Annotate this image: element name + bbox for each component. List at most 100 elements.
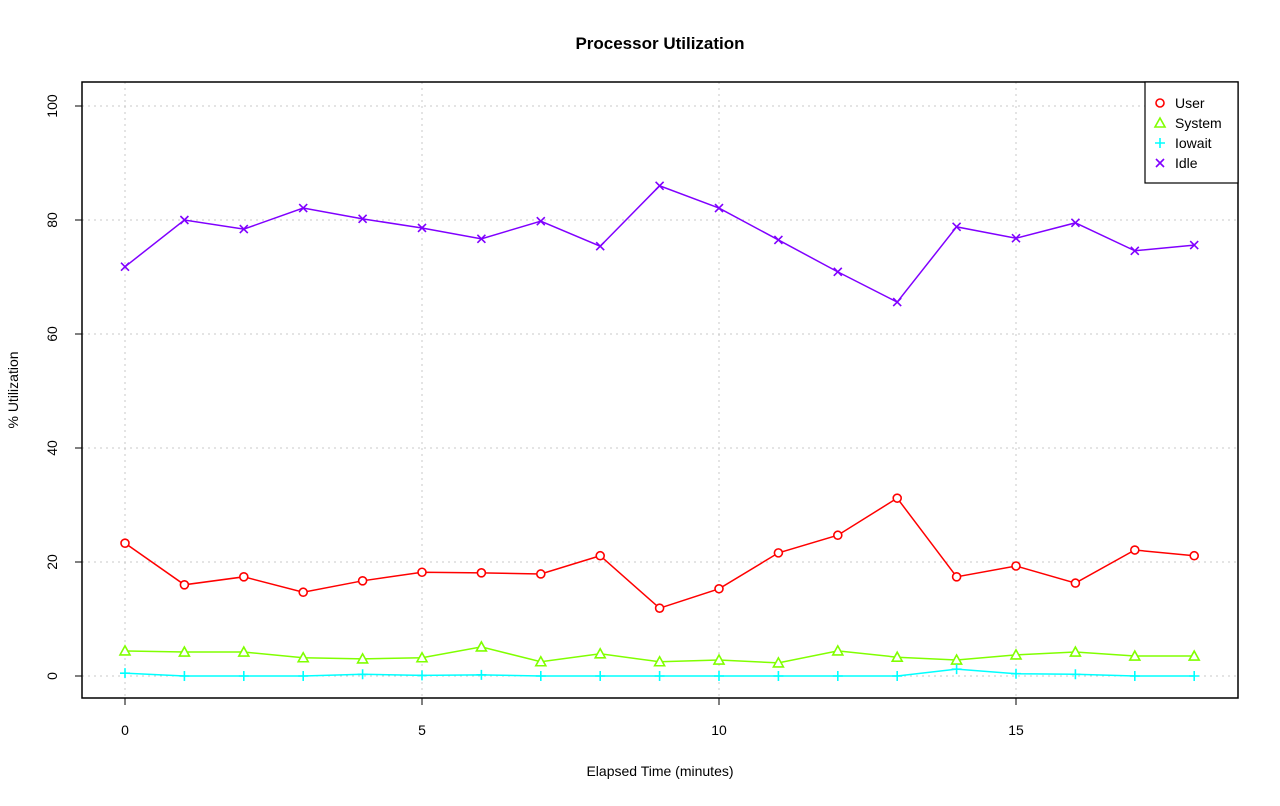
cross-marker <box>358 214 368 224</box>
cross-marker <box>1130 246 1140 256</box>
circle-marker <box>1130 545 1140 555</box>
cross-marker <box>1011 233 1021 243</box>
cross-marker <box>239 224 249 234</box>
circle-marker <box>892 493 903 503</box>
plus-marker <box>120 668 130 679</box>
circle-marker <box>476 568 487 578</box>
triangle-marker <box>653 655 666 667</box>
circle-marker <box>298 587 309 598</box>
circle-marker <box>357 576 368 586</box>
cross-marker <box>714 203 724 213</box>
plus-marker <box>1189 671 1200 681</box>
y-tick-label: 80 <box>44 212 60 228</box>
plus-marker <box>714 671 724 681</box>
triangle-marker <box>1153 116 1167 128</box>
series-user <box>120 493 1199 613</box>
triangle-marker <box>772 656 785 668</box>
plus-marker <box>476 669 487 680</box>
circle-marker <box>1070 578 1081 588</box>
x-axis-label: Elapsed Time (minutes) <box>586 763 733 779</box>
plus-marker <box>654 671 665 681</box>
triangle-marker <box>950 653 963 665</box>
circle-marker <box>654 603 665 613</box>
circle-marker <box>1189 550 1199 561</box>
cross-marker <box>179 215 189 225</box>
triangle-marker <box>1128 649 1142 661</box>
circle-marker <box>1011 561 1021 571</box>
triangle-marker <box>534 655 548 667</box>
triangle-marker <box>118 644 132 656</box>
plus-marker <box>298 671 309 681</box>
circle-marker <box>1155 98 1165 108</box>
plus-marker <box>595 671 606 681</box>
triangle-marker <box>712 653 726 665</box>
cross-marker <box>952 222 962 232</box>
circle-marker <box>714 583 724 594</box>
triangle-marker <box>831 644 845 656</box>
plus-marker <box>1011 668 1021 679</box>
triangle-marker <box>415 651 429 663</box>
plus-marker <box>179 671 190 681</box>
plus-marker <box>1155 138 1165 148</box>
triangle-marker <box>178 645 191 657</box>
circle-marker <box>239 572 249 582</box>
cross-marker <box>1070 218 1080 228</box>
cross-marker <box>476 234 486 244</box>
cross-marker <box>1155 158 1165 168</box>
x-tick-label: 10 <box>711 722 727 738</box>
plus-marker <box>238 671 249 681</box>
triangle-marker <box>1069 645 1082 657</box>
series-line-idle <box>124 184 1195 304</box>
triangle-marker <box>1009 648 1023 660</box>
triangle-marker <box>237 645 251 657</box>
triangle-marker <box>296 651 310 663</box>
x-tick-label: 0 <box>121 722 129 738</box>
plot-frame <box>81 81 1239 699</box>
plus-marker <box>832 671 843 681</box>
y-tick-label: 60 <box>44 326 60 342</box>
circle-marker <box>535 569 546 579</box>
circle-marker <box>120 538 130 548</box>
plus-marker <box>417 670 427 681</box>
series-idle <box>120 181 1199 307</box>
series-line-user <box>124 497 1195 610</box>
triangle-marker <box>475 640 488 652</box>
legend-label-idle: Idle <box>1175 155 1198 171</box>
circle-marker <box>417 567 427 578</box>
x-tick-label: 5 <box>418 722 426 738</box>
cross-marker <box>1189 240 1199 250</box>
circle-marker <box>179 579 190 590</box>
legend-label-user: User <box>1175 95 1205 111</box>
plus-marker <box>951 664 962 675</box>
legend-label-system: System <box>1175 115 1222 131</box>
legend-label-iowait: Iowait <box>1175 135 1212 151</box>
legend: User System Iowait Idle <box>1144 81 1239 184</box>
series-iowait <box>120 664 1200 681</box>
plus-marker <box>892 671 903 681</box>
circle-marker <box>773 548 784 558</box>
cross-marker <box>595 241 605 251</box>
plus-marker <box>357 669 368 680</box>
x-tick-label: 15 <box>1008 722 1024 738</box>
y-tick-label: 20 <box>44 554 60 570</box>
series-system <box>118 640 1201 668</box>
plus-marker <box>1070 669 1081 680</box>
cross-marker <box>536 216 546 226</box>
cross-marker <box>892 297 902 307</box>
y-axis-label: % Utilization <box>5 351 21 428</box>
y-tick-label: 0 <box>44 672 60 680</box>
triangle-marker <box>1187 649 1201 661</box>
plus-marker <box>773 671 784 681</box>
cross-marker <box>417 223 427 233</box>
chart-title: Processor Utilization <box>575 34 744 53</box>
y-tick-label: 100 <box>44 94 60 118</box>
triangle-marker <box>890 650 904 662</box>
plus-marker <box>1129 671 1140 681</box>
cross-marker <box>833 267 843 277</box>
cross-marker <box>298 203 308 213</box>
circle-marker <box>832 530 843 541</box>
plus-marker <box>535 671 546 681</box>
circle-marker <box>595 550 606 561</box>
cross-marker <box>773 235 783 245</box>
